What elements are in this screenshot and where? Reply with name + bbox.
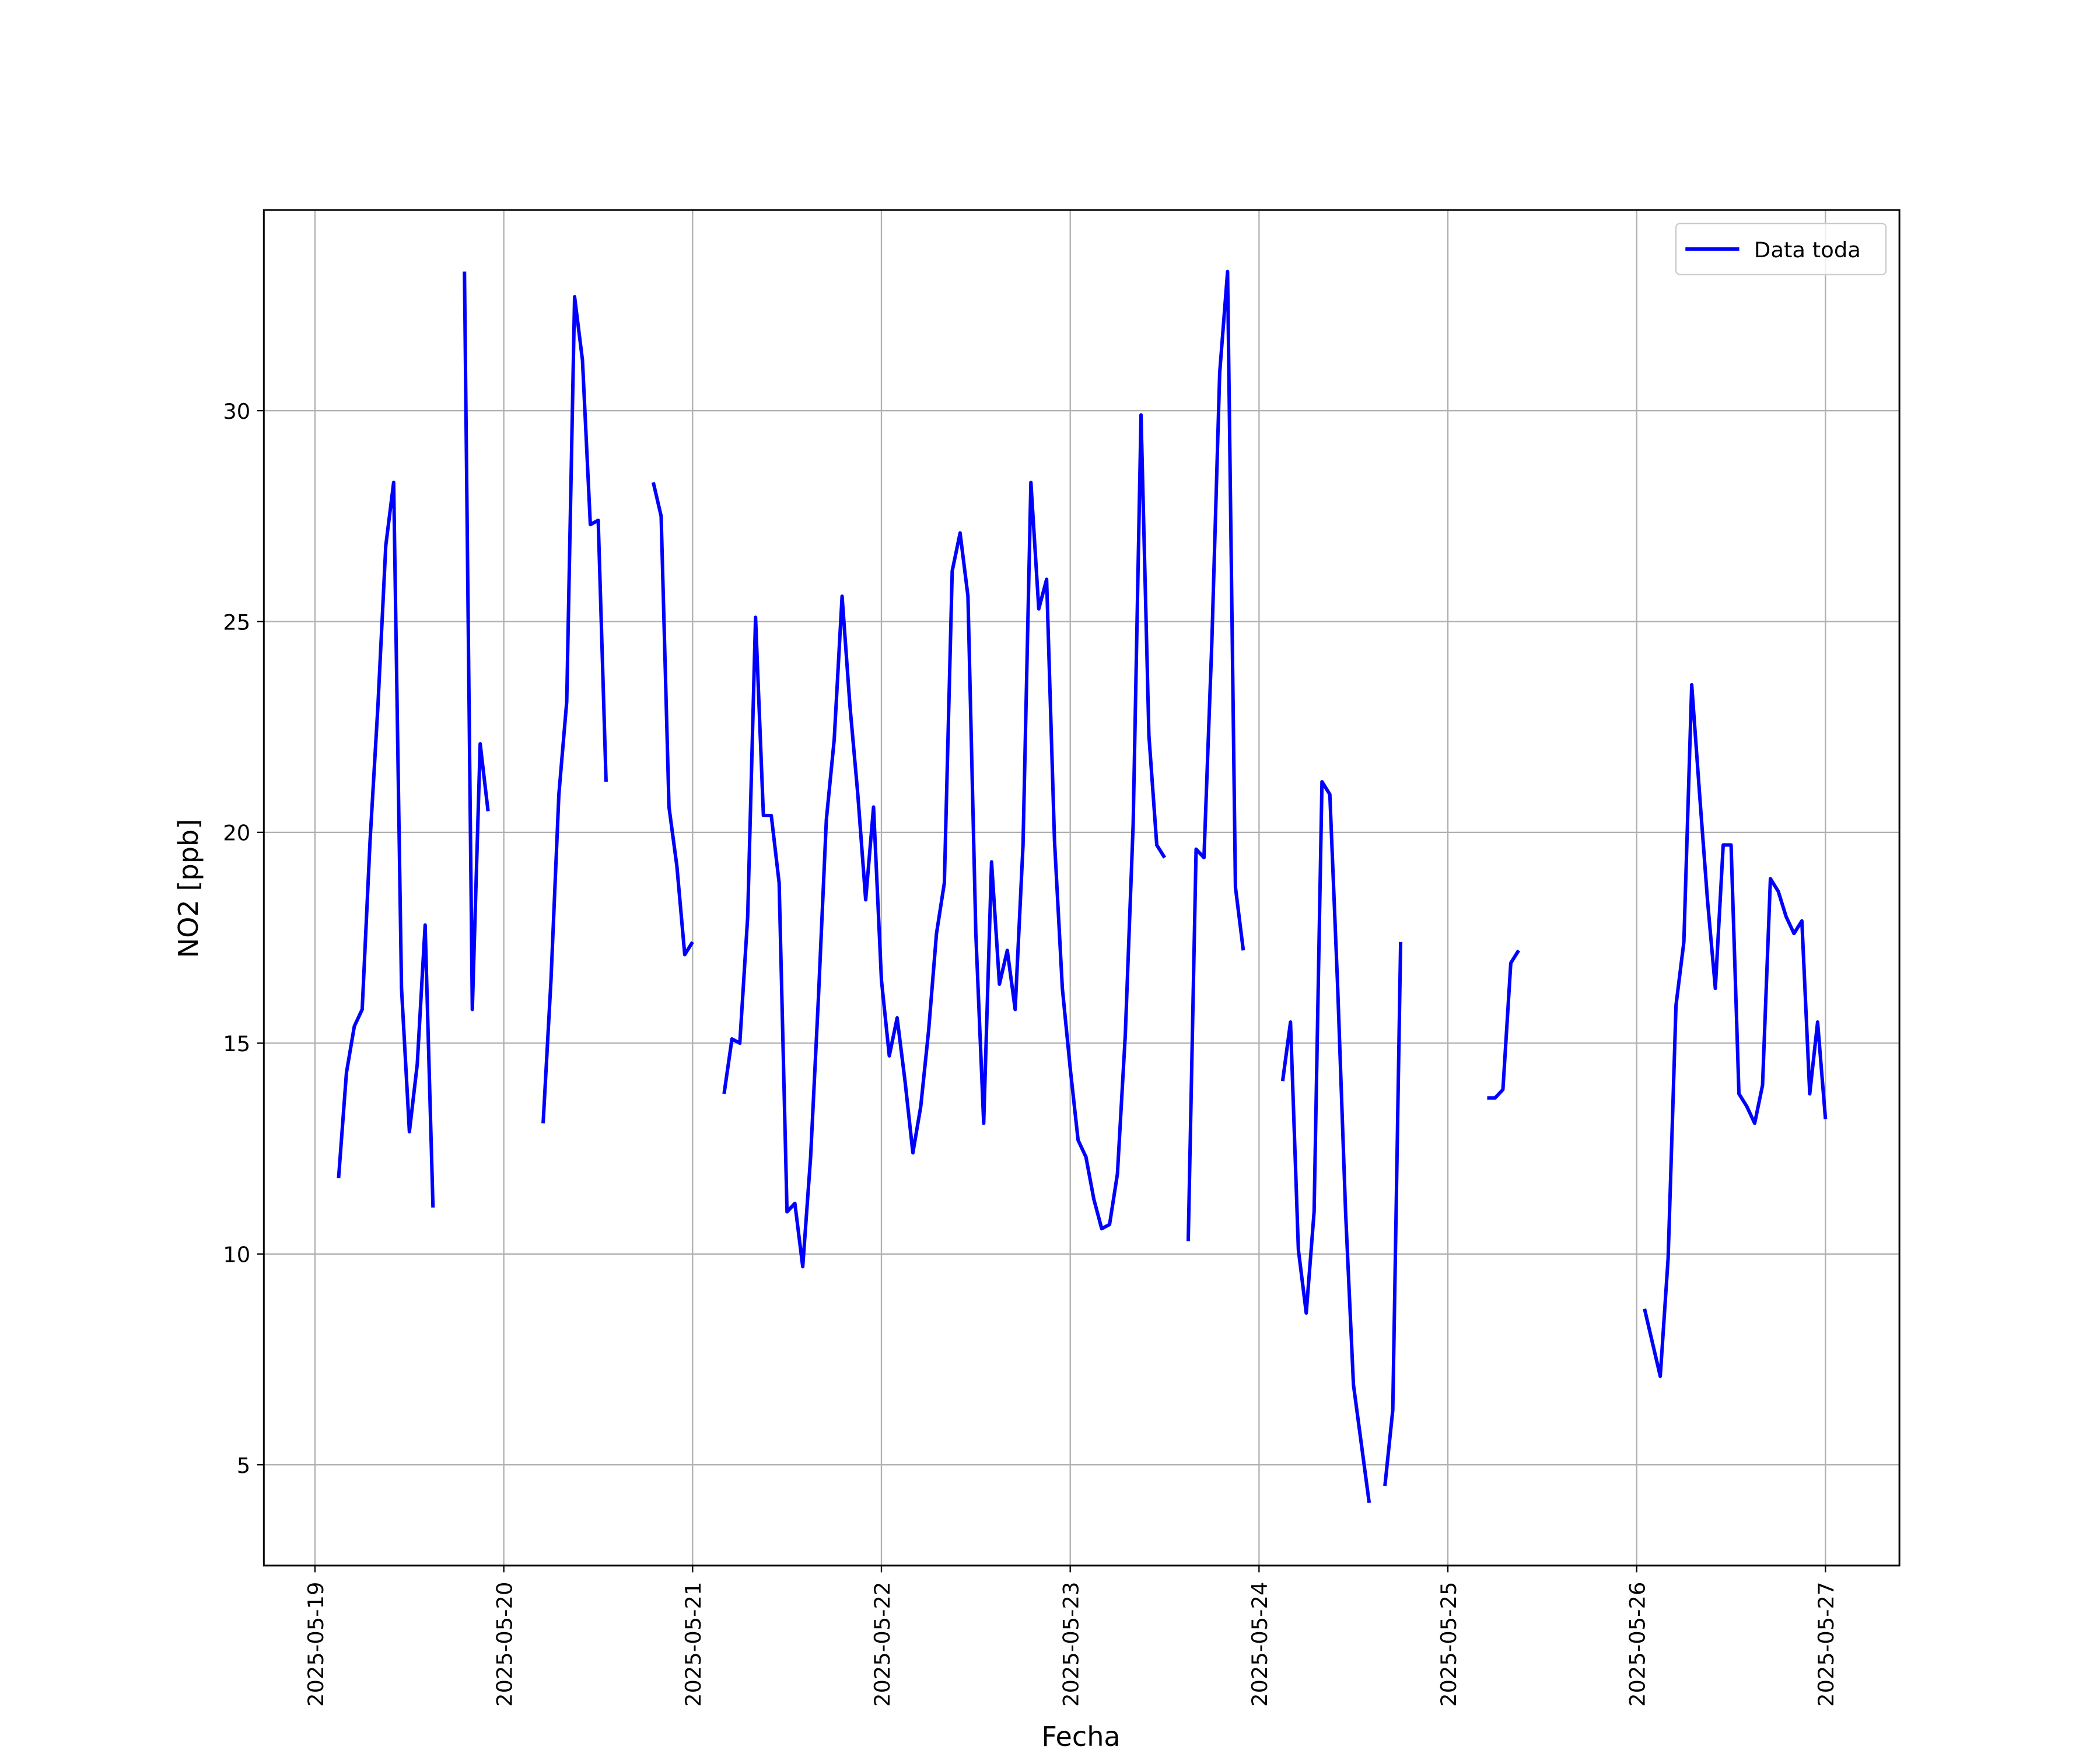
x-tick-label: 2025-05-22 (870, 1582, 895, 1707)
plot-area (337, 270, 1828, 1503)
x-tick-label: 2025-05-20 (492, 1582, 517, 1707)
y-tick-label: 20 (223, 821, 250, 846)
y-axis-label: NO2 [ppb] (173, 819, 204, 958)
legend-label: Data toda (1754, 237, 1861, 262)
y-tick-label: 5 (237, 1453, 250, 1478)
ticks: 5 10 15 20 25 30 2025-05-19 2025-05-20 2025-05-2… (223, 399, 1839, 1707)
axes-frame (262, 209, 1901, 1567)
x-tick-label: 2025-05-26 (1625, 1582, 1650, 1707)
y-tick-label: 10 (223, 1242, 250, 1268)
y-tick-label: 30 (223, 399, 250, 424)
legend-box (1675, 222, 1887, 275)
data-line (337, 270, 1828, 1503)
x-axis-label: Fecha (1041, 1721, 1120, 1750)
grid (264, 209, 1900, 1566)
x-tick-label: 2025-05-23 (1059, 1582, 1084, 1707)
x-tick-label: 2025-05-25 (1436, 1582, 1461, 1707)
x-tick-label: 2025-05-27 (1814, 1582, 1839, 1707)
legend: Data toda (1675, 222, 1887, 275)
x-tick-label: 2025-05-19 (303, 1582, 328, 1707)
y-tick-label: 15 (223, 1031, 250, 1056)
x-tick-label: 2025-05-24 (1247, 1582, 1272, 1707)
x-tick-label: 2025-05-21 (681, 1582, 706, 1707)
y-tick-label: 25 (223, 610, 250, 635)
